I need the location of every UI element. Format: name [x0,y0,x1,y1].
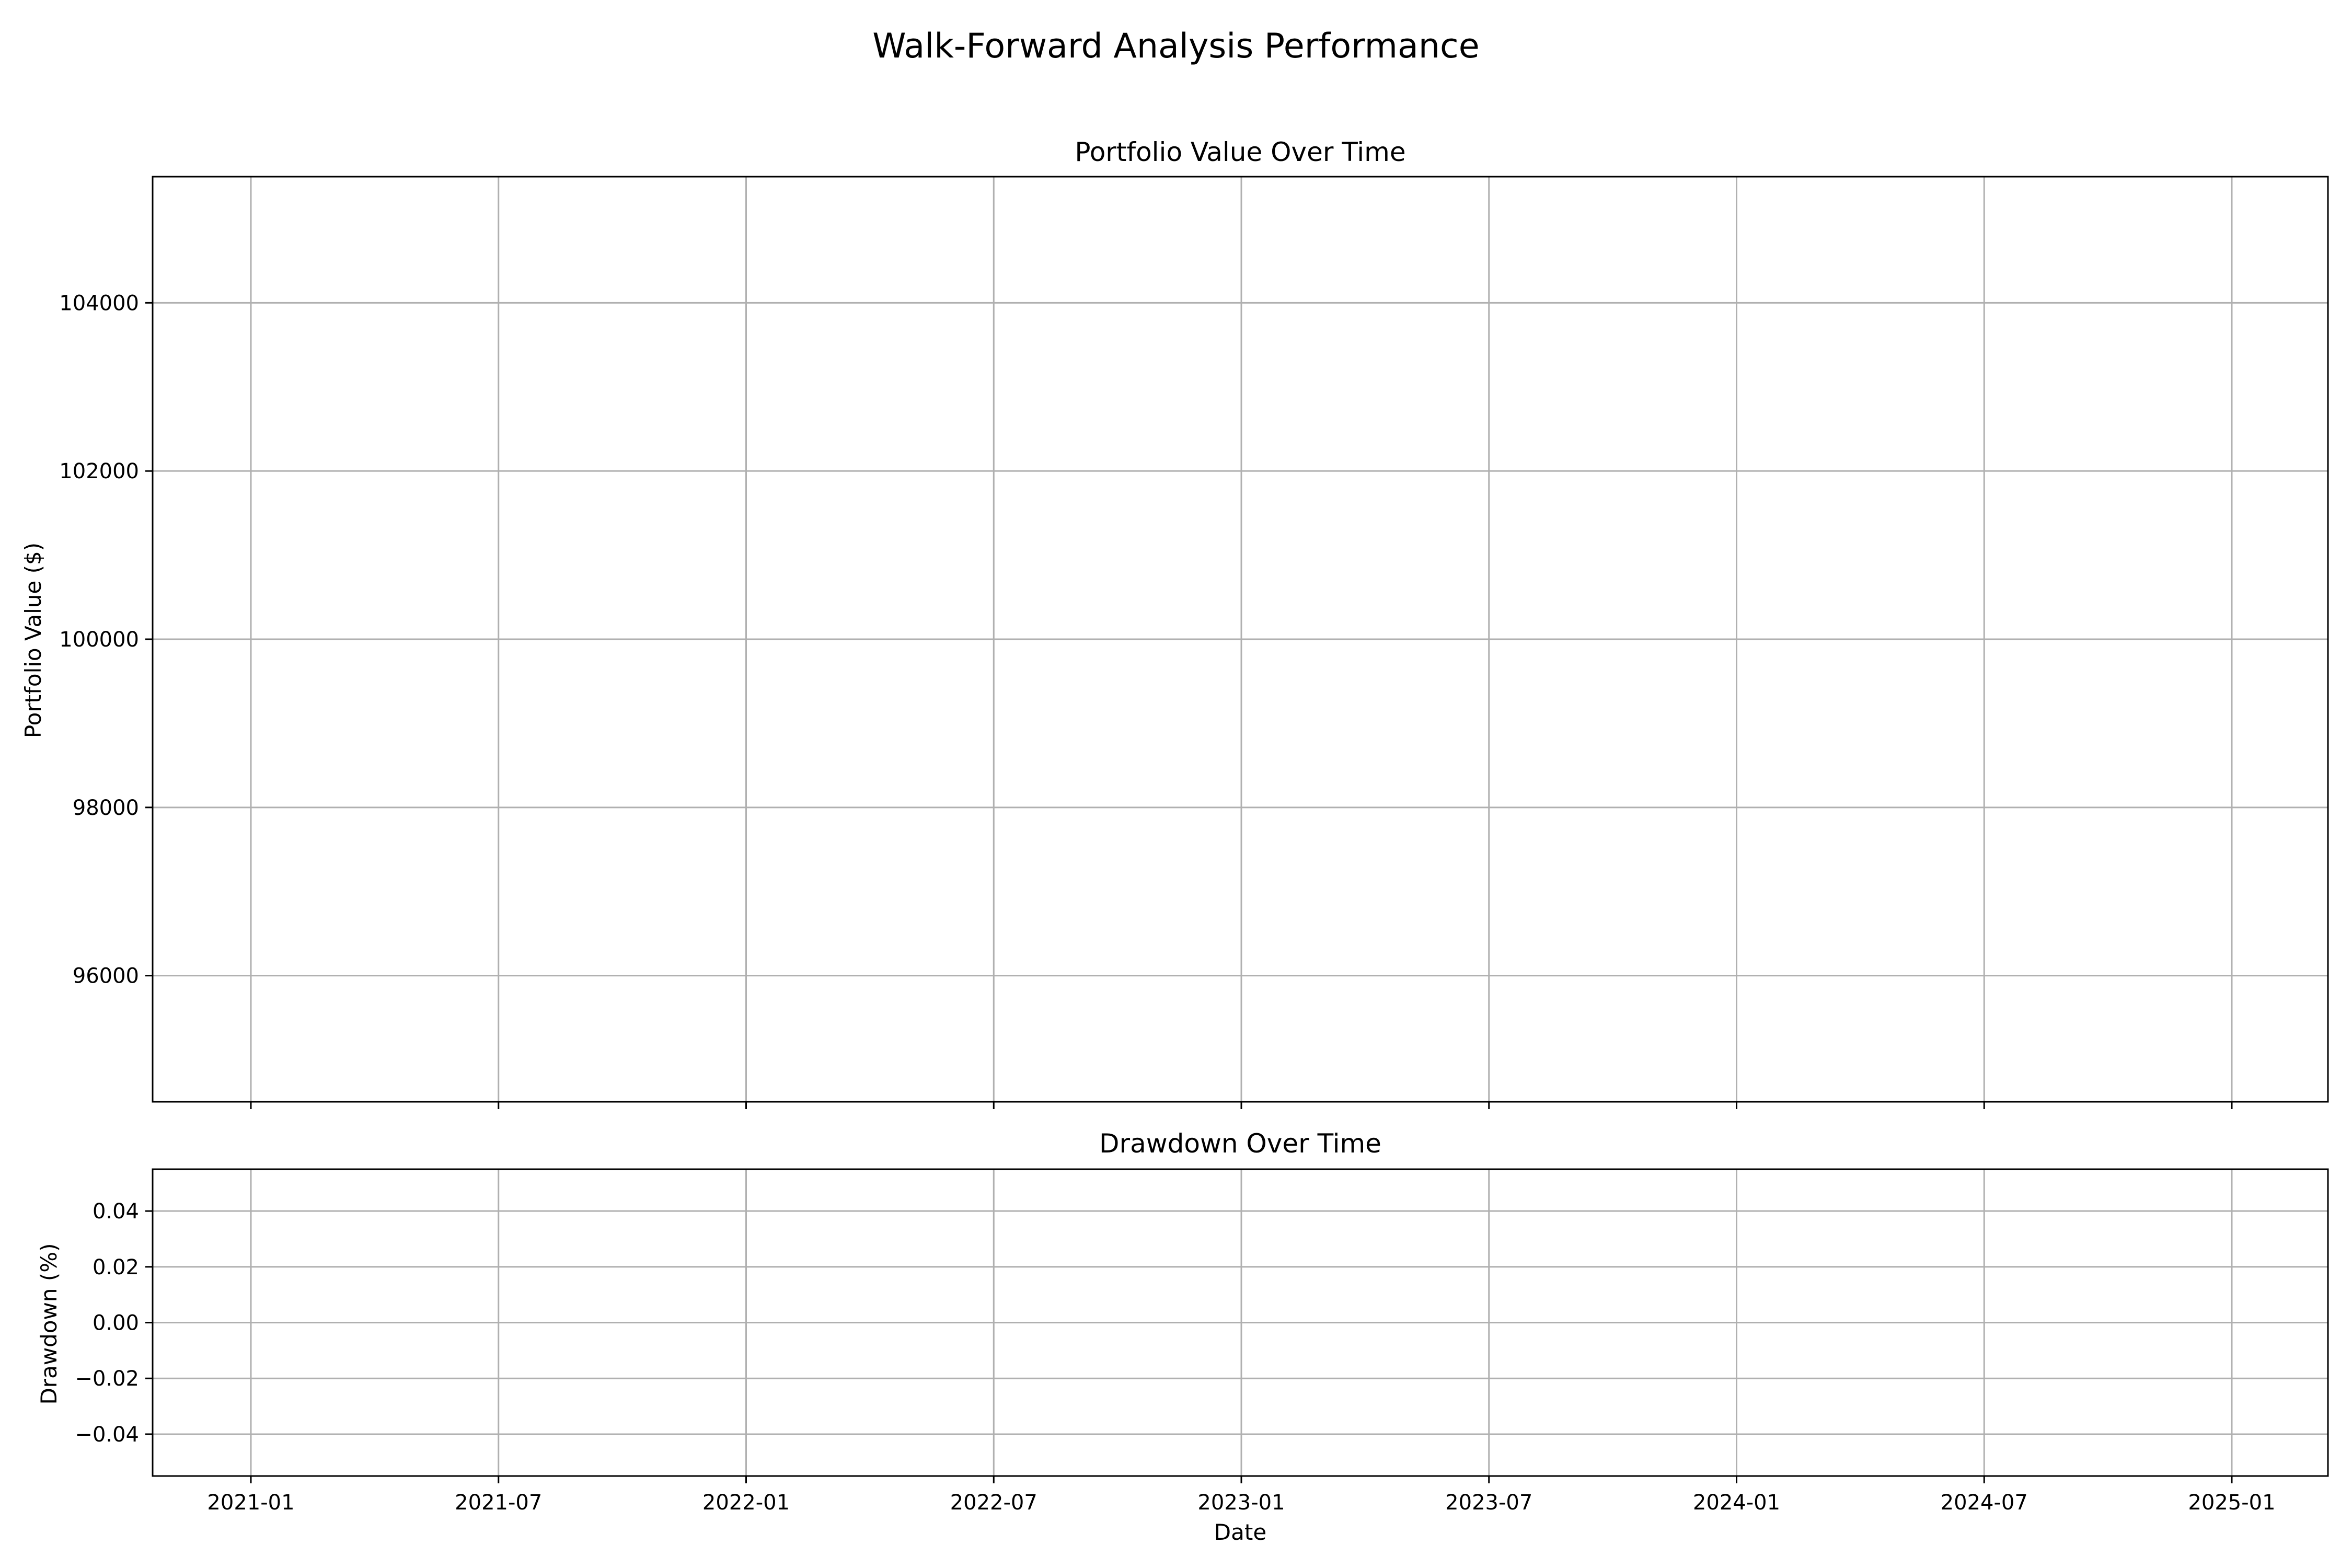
drawdown-y-tick-label: 0.02 [93,1255,139,1279]
drawdown-gridlines [153,1169,2328,1476]
x-tick-label: 2021-01 [207,1491,294,1515]
drawdown-plot-area [152,1168,2329,1477]
portfolio-value-gridlines [153,177,2328,1102]
portfolio-value-y-ticks: 96000 98000 100000 102000 104000 [59,291,153,988]
drawdown-y-tick-label: 0.04 [93,1200,139,1224]
x-tick-label: 2023-07 [1445,1491,1532,1515]
drawdown-ylabel: Drawdown (%) [36,1243,62,1404]
x-tick-label: 2023-01 [1197,1491,1285,1515]
figure-title: Walk-Forward Analysis Performance [872,27,1480,66]
portfolio-value-y-tick-label: 100000 [59,628,139,652]
portfolio-value-ylabel: Portfolio Value ($) [20,543,46,738]
portfolio-value-title: Portfolio Value Over Time [1075,137,1405,167]
x-tick-label: 2024-01 [1693,1491,1780,1515]
x-tick-label: 2021-07 [455,1491,542,1515]
x-tick-label: 2024-07 [1941,1491,2028,1515]
drawdown-title: Drawdown Over Time [1099,1128,1381,1159]
drawdown-panel: Drawdown Over Time Drawdown (%) −0.04−0.… [36,1128,2329,1515]
portfolio-value-y-tick-label: 98000 [73,796,139,820]
portfolio-value-y-tick-label: 102000 [59,459,139,483]
drawdown-y-tick-label: −0.02 [75,1367,139,1391]
portfolio-value-y-tick-label: 96000 [73,964,139,988]
drawdown-x-ticks: 2021-01 2021-07 2022-01 2022-07 2023-01 2023-… [207,1476,2276,1515]
x-tick-label: 2022-01 [702,1491,790,1515]
portfolio-value-panel: Portfolio Value Over Time Portfolio Valu… [20,137,2329,1109]
portfolio-value-plot-area [152,176,2329,1103]
x-axis-label: Date [1214,1519,1266,1545]
x-tick-label: 2025-01 [2188,1491,2275,1515]
portfolio-value-y-tick-label: 104000 [59,291,139,315]
drawdown-y-ticks: −0.04 −0.02 0.00 0.02 0.04 [75,1200,153,1447]
x-tick-label: 2022-07 [950,1491,1037,1515]
drawdown-y-tick-label: 0.00 [93,1311,139,1335]
portfolio-value-x-ticks [250,1102,2233,1109]
drawdown-y-tick-label: −0.04 [75,1423,139,1447]
